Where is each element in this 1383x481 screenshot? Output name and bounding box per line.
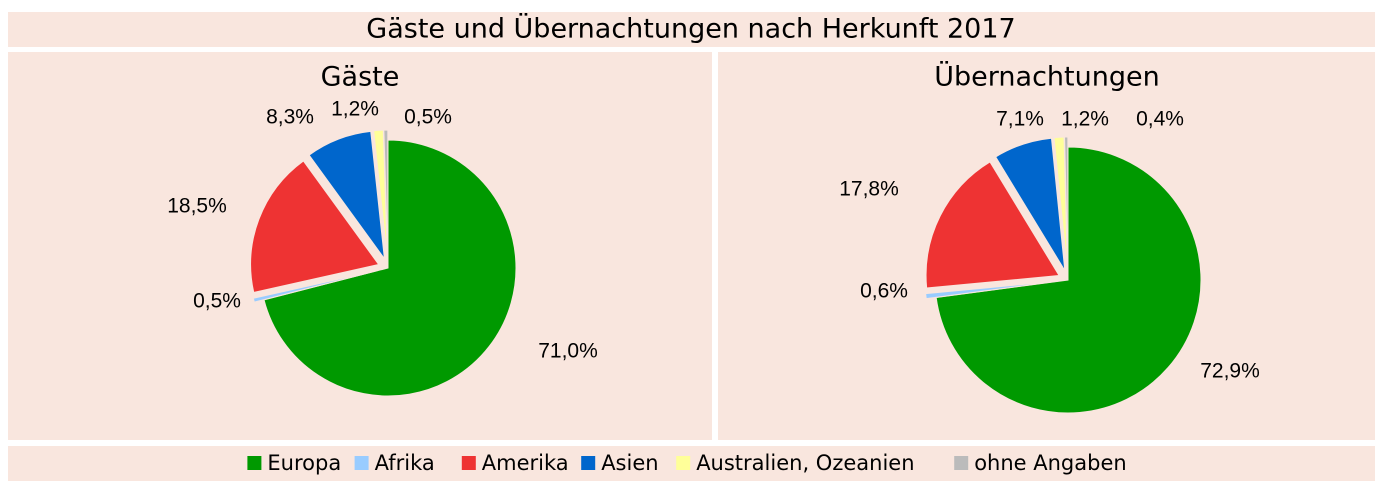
legend-swatch xyxy=(676,456,691,470)
legend-swatch xyxy=(354,456,369,470)
data-label: 0,5% xyxy=(193,290,241,313)
legend-label: Europa xyxy=(267,451,341,475)
legend-label: Asien xyxy=(601,451,658,475)
data-label: 0,5% xyxy=(404,106,452,129)
pie-slice xyxy=(1064,136,1069,271)
data-label: 0,4% xyxy=(1136,108,1184,131)
data-label: 1,2% xyxy=(1061,108,1109,131)
title-band xyxy=(8,12,1375,47)
legend-label: Australien, Ozeanien xyxy=(696,451,914,475)
legend-swatch xyxy=(581,456,596,470)
data-label: 7,1% xyxy=(996,108,1044,131)
pie-slice xyxy=(252,269,379,303)
data-label: 72,9% xyxy=(1200,360,1260,383)
data-label: 17,8% xyxy=(839,178,899,201)
legend-label: ohne Angaben xyxy=(974,451,1126,475)
pie-title: Gäste xyxy=(321,62,400,93)
legend-band xyxy=(8,446,1375,481)
legend-swatch xyxy=(247,456,262,470)
data-label: 0,6% xyxy=(860,280,908,303)
data-label: 1,2% xyxy=(331,98,379,121)
data-label: 8,3% xyxy=(266,106,314,129)
pie-slice xyxy=(308,130,386,261)
pie-slice xyxy=(263,139,517,397)
pie-slice xyxy=(1053,136,1068,271)
pie-slice xyxy=(925,280,1059,300)
pie-slice xyxy=(925,161,1060,289)
legend-swatch xyxy=(954,456,969,470)
pie-slice xyxy=(383,129,389,259)
pie-slice xyxy=(373,129,388,259)
legend-swatch xyxy=(461,456,476,470)
pie-slice xyxy=(994,137,1066,271)
pie-slice xyxy=(250,160,380,293)
legend-label: Afrika xyxy=(375,451,435,475)
chart-title: Gäste und Übernachtungen nach Herkunft 2… xyxy=(366,13,1015,45)
data-label: 18,5% xyxy=(167,195,227,218)
legend-label: Amerika xyxy=(482,451,569,475)
pie-title: Übernachtungen xyxy=(934,61,1159,93)
pie-slice xyxy=(935,146,1202,414)
data-label: 71,0% xyxy=(538,340,598,363)
